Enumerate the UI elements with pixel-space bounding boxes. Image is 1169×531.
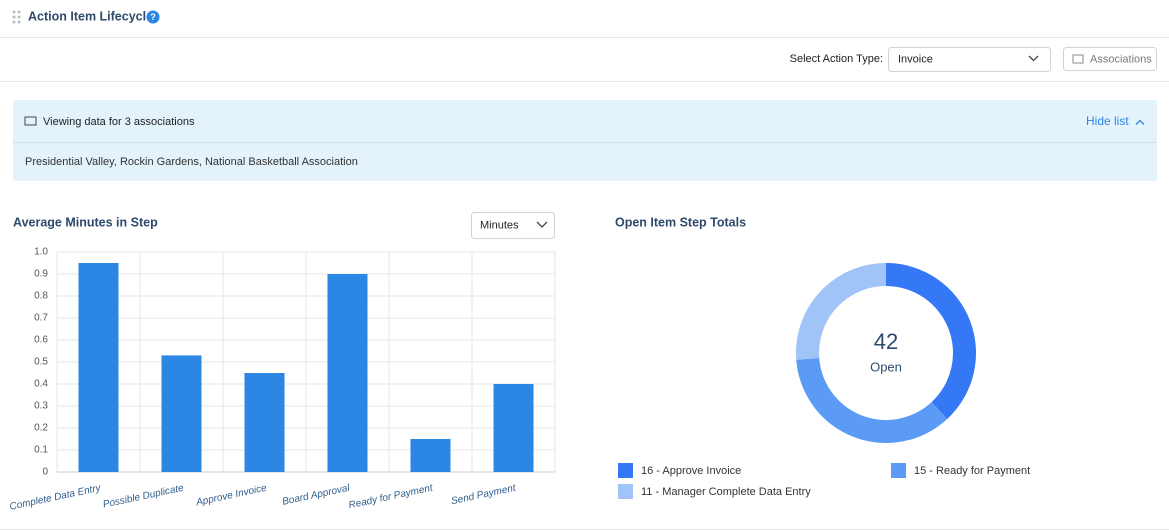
y-tick-label: 0 (42, 467, 48, 478)
chart-title: Average Minutes in Step (13, 215, 158, 229)
associations-label: Associations (1090, 53, 1152, 65)
bar (327, 274, 368, 472)
y-tick-label: 0.1 (34, 445, 48, 456)
legend-label: 16 - Approve Invoice (641, 465, 741, 477)
bar (244, 373, 285, 472)
y-tick-label: 0.9 (34, 269, 48, 280)
center-value: 42 (874, 329, 898, 354)
legend-label: 11 - Manager Complete Data Entry (641, 486, 811, 498)
y-tick-label: 1.0 (34, 247, 48, 258)
unit-value: Minutes (480, 219, 519, 231)
unit-select[interactable]: Minutes (471, 212, 555, 239)
svg-text:?: ? (150, 12, 156, 22)
y-tick-label: 0.3 (34, 401, 48, 412)
y-tick-label: 0.7 (34, 313, 48, 324)
bar (410, 439, 451, 472)
donut-segment (796, 358, 948, 444)
donut-segment (795, 263, 886, 360)
center-label: Open (870, 359, 902, 374)
hide-list-toggle[interactable]: Hide list (1086, 114, 1145, 128)
drag-handle[interactable] (12, 10, 21, 24)
legend-swatch (618, 484, 633, 499)
banner-title: Viewing data for 3 associations (43, 116, 195, 128)
legend-label: 15 - Ready for Payment (914, 465, 1030, 477)
legend-swatch (618, 463, 633, 478)
y-tick-label: 0.5 (34, 357, 48, 368)
bar (161, 355, 202, 472)
legend-swatch (891, 463, 906, 478)
y-tick-label: 0.4 (34, 379, 48, 390)
bar (78, 263, 119, 472)
action-type-label: Select Action Type: (790, 53, 883, 65)
associations-list: Presidential Valley, Rockin Gardens, Nat… (25, 156, 358, 168)
y-tick-label: 0.8 (34, 291, 48, 302)
y-tick-label: 0.6 (34, 335, 48, 346)
building-icon (24, 116, 37, 126)
donut-segment (886, 263, 977, 419)
action-type-value: Invoice (898, 53, 933, 65)
associations-banner (13, 100, 1157, 181)
associations-button[interactable]: Associations (1063, 47, 1157, 71)
bar (493, 384, 534, 472)
chart-title: Open Item Step Totals (615, 215, 746, 229)
help-icon[interactable]: ? (146, 10, 160, 24)
y-tick-label: 0.2 (34, 423, 48, 434)
page-title: Action Item Lifecycle (28, 9, 153, 23)
hide-list-label: Hide list (1086, 114, 1129, 128)
action-type-select[interactable]: Invoice (888, 47, 1051, 72)
